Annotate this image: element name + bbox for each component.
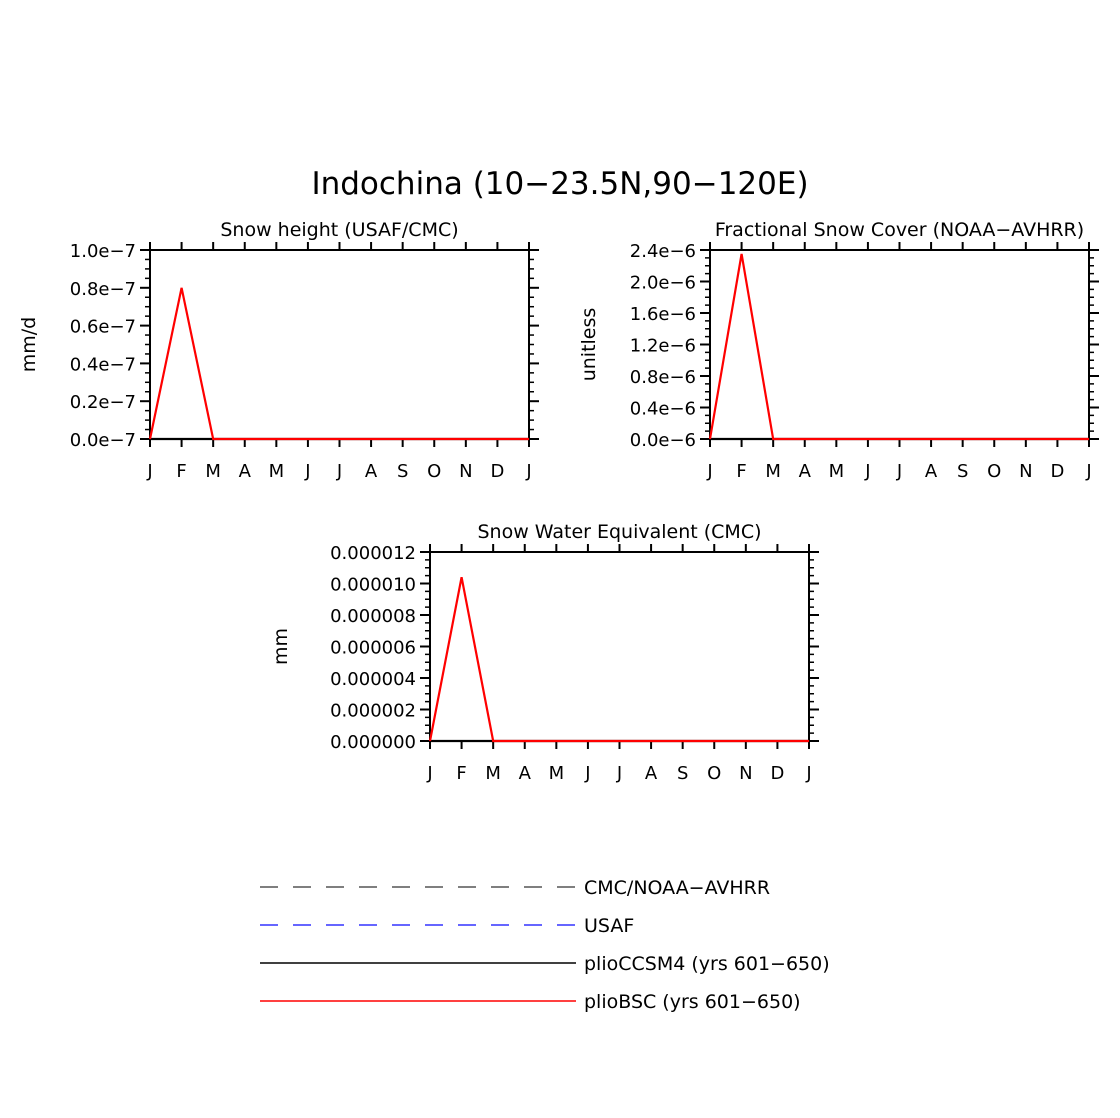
x-tick-label: J (805, 763, 811, 784)
x-tick-label: N (459, 461, 472, 482)
series-line-pliobsc (148, 287, 529, 441)
legend-label: USAF (584, 915, 634, 937)
y-tick-label: 0.000012 (330, 543, 416, 564)
legend-item-usaf: USAF (260, 915, 634, 937)
x-tick-label: A (645, 763, 658, 784)
x-tick-label: D (1050, 461, 1064, 482)
y-tick-label: 1.6e−6 (630, 304, 696, 325)
legend-item-pliocesm4: plioCCSM4 (yrs 601−650) (260, 953, 830, 975)
chart-panels: Snow height (USAF/CMC)J F M A M J J A S O N D J0.0e−… (18, 219, 1099, 784)
x-tick-label: S (397, 461, 408, 482)
chart-panel-2: Fractional Snow Cover (NOAA−AVHRR)J F M A M J… (578, 219, 1099, 482)
x-tick-label: J (304, 461, 310, 482)
x-tick-label: D (770, 763, 784, 784)
y-tick-label: 0.8e−7 (70, 279, 136, 300)
y-tick-label: 0.0e−6 (630, 430, 696, 451)
x-tick-label: J (426, 763, 432, 784)
legend-label: plioCCSM4 (yrs 601−650) (584, 953, 830, 975)
x-tick-label: M (269, 461, 285, 482)
y-tick-label: 1.0e−7 (70, 241, 136, 262)
x-tick-label: S (677, 763, 688, 784)
x-tick-label: M (829, 461, 845, 482)
y-tick-label: 0.4e−7 (70, 354, 136, 375)
y-axis-label: mm/d (18, 317, 40, 372)
x-tick-label: O (427, 461, 441, 482)
x-tick-label: A (799, 461, 812, 482)
y-tick-label: 0.000004 (330, 669, 416, 690)
x-tick-label: J (584, 763, 590, 784)
x-tick-label: N (1019, 461, 1032, 482)
x-tick-label: O (987, 461, 1001, 482)
y-axis-label: mm (270, 628, 292, 665)
series-line-pliobsc (708, 253, 1089, 441)
y-tick-label: 0.8e−6 (630, 367, 696, 388)
x-tick-label: J (1085, 461, 1091, 482)
x-tick-label: F (456, 763, 466, 784)
x-tick-label: F (176, 461, 186, 482)
x-tick-label: J (864, 461, 870, 482)
x-tick-label: O (707, 763, 721, 784)
legend-item-cmc: CMC/NOAA−AVHRR (260, 877, 770, 899)
x-tick-label: J (616, 763, 622, 784)
x-tick-label: F (736, 461, 746, 482)
x-tick-label: A (239, 461, 252, 482)
figure-title: Indochina (10−23.5N,90−120E) (311, 166, 808, 202)
y-tick-label: 0.000000 (330, 732, 416, 753)
y-tick-label: 0.2e−7 (70, 392, 136, 413)
y-tick-label: 0.000008 (330, 606, 416, 627)
x-tick-label: J (525, 461, 531, 482)
legend-label: plioBSC (yrs 601−650) (584, 991, 801, 1013)
y-tick-label: 2.4e−6 (630, 241, 696, 262)
x-tick-label: M (765, 461, 781, 482)
x-tick-label: M (205, 461, 221, 482)
x-tick-label: J (336, 461, 342, 482)
chart-panel-1: Snow height (USAF/CMC)J F M A M J J A S O N D J0.0e−… (18, 219, 539, 482)
y-tick-label: 0.0e−7 (70, 430, 136, 451)
x-tick-label: J (706, 461, 712, 482)
plot-frame (709, 249, 1090, 440)
y-tick-label: 0.6e−7 (70, 317, 136, 338)
panel-title: Fractional Snow Cover (NOAA−AVHRR) (715, 219, 1084, 241)
y-tick-label: 2.0e−6 (630, 273, 696, 294)
x-tick-label: N (739, 763, 752, 784)
legend-item-pliobsc: plioBSC (yrs 601−650) (260, 991, 801, 1013)
x-tick-label: S (957, 461, 968, 482)
y-tick-label: 0.4e−6 (630, 399, 696, 420)
x-tick-label: A (925, 461, 938, 482)
x-tick-label: A (519, 763, 532, 784)
x-tick-label: A (365, 461, 378, 482)
legend: CMC/NOAA−AVHRR USAF plioCCSM4 (yrs 601−650… (260, 877, 830, 1013)
panel-title: Snow height (USAF/CMC) (220, 219, 458, 241)
y-tick-label: 0.000006 (330, 638, 416, 659)
x-tick-label: M (485, 763, 501, 784)
panel-title: Snow Water Equivalent (CMC) (477, 521, 761, 543)
legend-label: CMC/NOAA−AVHRR (584, 877, 770, 899)
y-axis-label: unitless (578, 308, 600, 382)
x-tick-label: M (549, 763, 565, 784)
x-tick-label: J (146, 461, 152, 482)
x-tick-label: J (896, 461, 902, 482)
y-tick-label: 1.2e−6 (630, 336, 696, 357)
chart-panel-3: Snow Water Equivalent (CMC)J F M A M J J A S O N D J… (270, 521, 819, 784)
series-line-pliobsc (428, 576, 809, 743)
y-tick-label: 0.000002 (330, 701, 416, 722)
x-tick-label: D (490, 461, 504, 482)
y-tick-label: 0.000010 (330, 575, 416, 596)
